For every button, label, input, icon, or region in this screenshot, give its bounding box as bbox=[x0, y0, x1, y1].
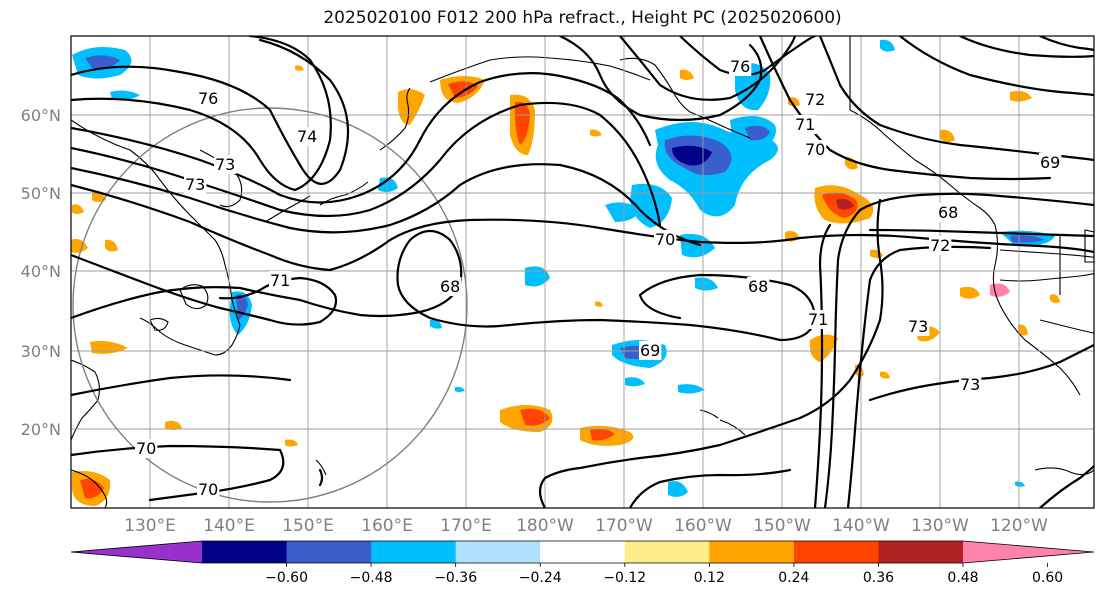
lon-label: 150°E bbox=[282, 516, 334, 536]
lon-label: 170°W bbox=[595, 516, 653, 536]
lat-label: 30°N bbox=[21, 342, 61, 361]
colorbar-swatch bbox=[286, 541, 372, 563]
contour-label: 76 bbox=[730, 57, 750, 76]
colorbar-outline bbox=[70, 540, 1095, 564]
lat-label: 50°N bbox=[21, 184, 61, 203]
contour-label: 70 bbox=[655, 230, 675, 249]
contour-label: 72 bbox=[805, 90, 825, 109]
colorbar-tick-label: −0.36 bbox=[434, 570, 477, 586]
lon-label: 120°W bbox=[990, 516, 1048, 536]
contour-label-background bbox=[184, 175, 207, 194]
map-frame bbox=[70, 35, 1095, 509]
contour-label-background bbox=[439, 277, 462, 296]
contour-label: 73 bbox=[960, 375, 980, 394]
colorbar-tick-label: −0.48 bbox=[350, 570, 393, 586]
lat-label: 40°N bbox=[21, 262, 61, 281]
lon-label: 150°W bbox=[753, 516, 811, 536]
lon-label: 170°E bbox=[440, 516, 492, 536]
contour-label: 72 bbox=[930, 236, 950, 255]
contour-label: 71 bbox=[270, 271, 290, 290]
colorbar: −0.60 −0.48 −0.36 −0.24 −0.12 0.12 0.24 0.36 0.4… bbox=[70, 540, 1095, 586]
colorbar-extend-high bbox=[963, 541, 1094, 563]
contour-label: 70 bbox=[198, 480, 218, 499]
contour-label-background bbox=[654, 230, 677, 249]
colorbar-extend-low bbox=[71, 541, 202, 563]
contour-label: 70 bbox=[805, 140, 825, 159]
contour-label-background bbox=[807, 310, 830, 329]
contour-label: 73 bbox=[185, 175, 205, 194]
lon-label: 160°W bbox=[674, 516, 732, 536]
lat-label: 20°N bbox=[21, 420, 61, 439]
range-circle bbox=[72, 107, 468, 503]
contour-label-background bbox=[937, 203, 960, 222]
contour-label-background bbox=[197, 480, 220, 499]
colorbar-swatch bbox=[878, 541, 964, 563]
contour-label-background bbox=[214, 155, 237, 174]
colorbar-tick-label: −0.60 bbox=[265, 570, 308, 586]
latitude-labels: 60°N 50°N 40°N 30°N 20°N bbox=[21, 106, 61, 439]
colorbar-swatch bbox=[371, 541, 457, 563]
contour-label: 74 bbox=[297, 127, 317, 146]
contour-label: 71 bbox=[808, 310, 828, 329]
contour-label-background bbox=[929, 236, 952, 255]
lon-label: 160°E bbox=[361, 516, 413, 536]
contour-label: 73 bbox=[908, 317, 928, 336]
colorbar-tick-label: 0.36 bbox=[863, 570, 894, 586]
contour-label-background bbox=[1039, 153, 1062, 172]
contour-label: 68 bbox=[440, 277, 460, 296]
lon-label: 140°W bbox=[832, 516, 890, 536]
contour-label-background bbox=[804, 140, 827, 159]
contour-label-background bbox=[296, 127, 319, 146]
colorbar-swatch bbox=[540, 541, 626, 563]
colorbar-tick-label: 0.24 bbox=[778, 570, 809, 586]
colorbar-tick-label: 0.48 bbox=[947, 570, 978, 586]
contour-label: 69 bbox=[640, 341, 660, 360]
colorbar-swatch bbox=[455, 541, 541, 563]
contour-label-background bbox=[907, 317, 930, 336]
contour-label: 76 bbox=[198, 89, 218, 108]
contour-label-background bbox=[794, 115, 817, 134]
contour-label: 71 bbox=[795, 115, 815, 134]
longitude-labels: 130°E 140°E 150°E 160°E 170°E 180°W 170°… bbox=[124, 516, 1048, 536]
colorbar-swatch bbox=[793, 541, 879, 563]
lon-label: 180°W bbox=[516, 516, 574, 536]
contour-label: 70 bbox=[136, 439, 156, 458]
contour-label-background bbox=[197, 89, 220, 108]
graticule bbox=[71, 36, 1094, 508]
contour-label-background bbox=[747, 277, 770, 296]
contour-label: 68 bbox=[938, 203, 958, 222]
colorbar-swatch bbox=[624, 541, 710, 563]
contour-label-background bbox=[804, 90, 827, 109]
contour-label: 69 bbox=[1040, 153, 1060, 172]
positive-anomaly-region bbox=[71, 65, 1060, 506]
contour-label-background bbox=[639, 341, 662, 360]
colorbar-tick-label: −0.12 bbox=[603, 570, 646, 586]
colorbar-tick-label: −0.24 bbox=[519, 570, 562, 586]
colorbar-tick-label: 0.60 bbox=[1032, 570, 1063, 586]
contour-label-background bbox=[269, 271, 292, 290]
contour-label-background bbox=[135, 439, 158, 458]
contour-label: 68 bbox=[748, 277, 768, 296]
contour-label-background bbox=[729, 57, 752, 76]
lat-label: 60°N bbox=[21, 106, 61, 125]
colorbar-tick-label: 0.12 bbox=[694, 570, 725, 586]
lon-label: 130°E bbox=[124, 516, 176, 536]
lon-label: 130°W bbox=[911, 516, 969, 536]
colorbar-swatch bbox=[202, 541, 288, 563]
contour-label: 73 bbox=[215, 155, 235, 174]
lon-label: 140°E bbox=[203, 516, 255, 536]
map-title: 2025020100 F012 200 hPa refract., Height… bbox=[323, 8, 842, 28]
colorbar-swatch bbox=[709, 541, 795, 563]
contour-labels: 76 76 74 73 73 72 71 70 70 69 68 72 71 6… bbox=[135, 57, 1062, 499]
contour-label-background bbox=[959, 375, 982, 394]
